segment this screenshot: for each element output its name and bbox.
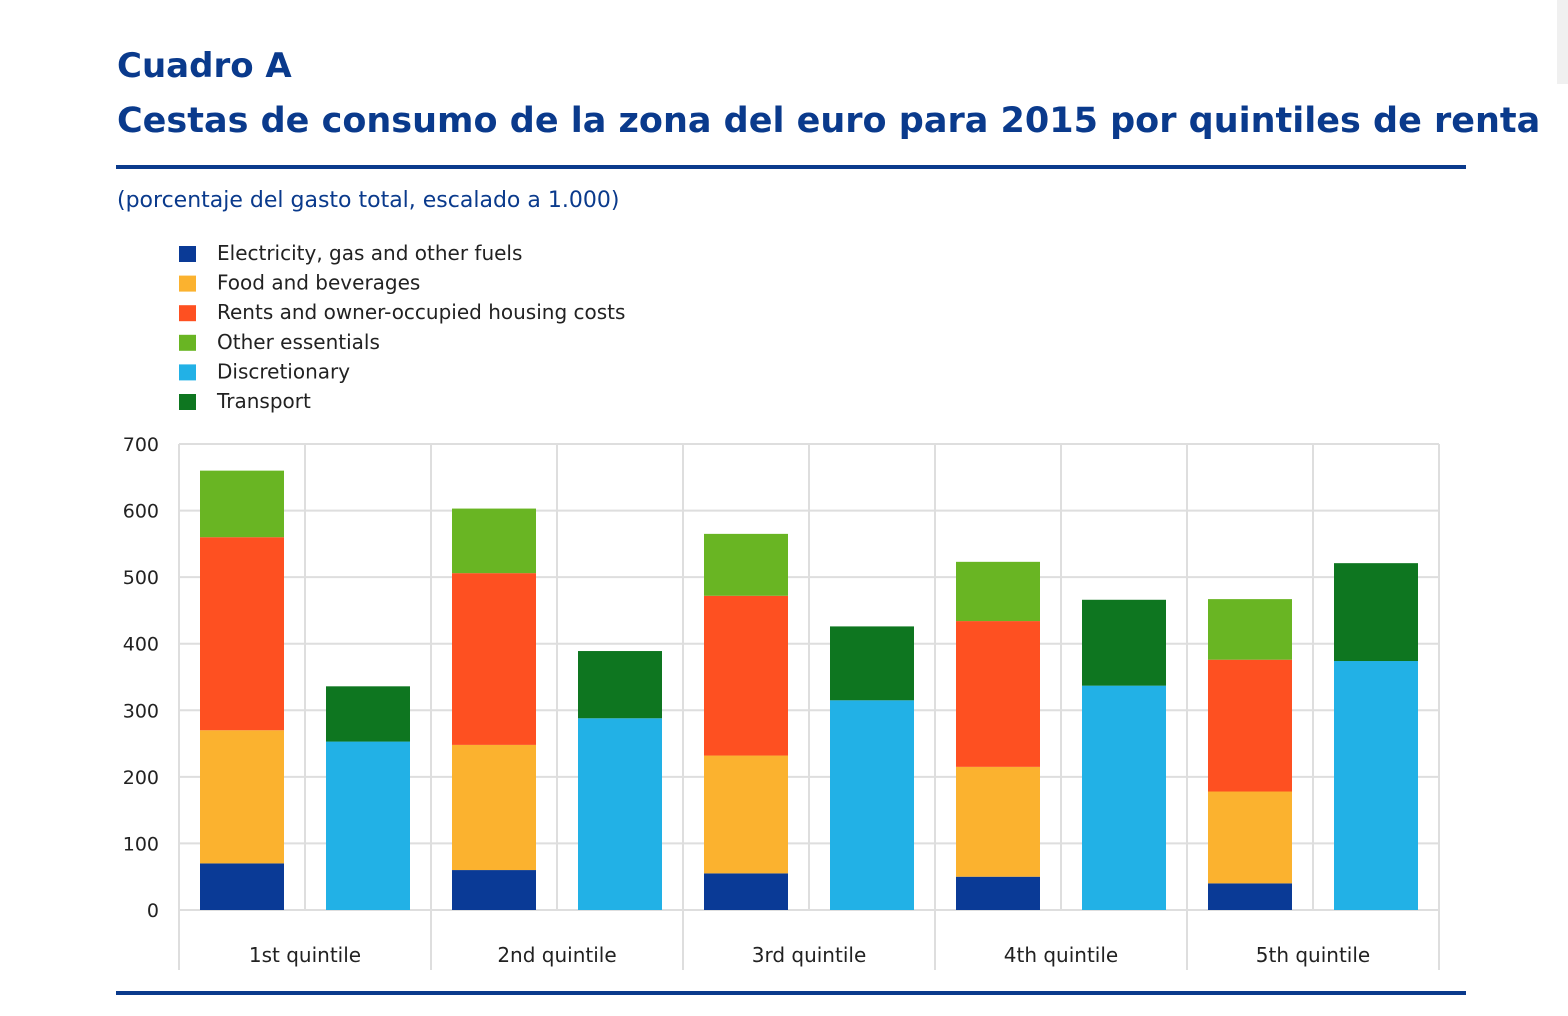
bar-other-q3	[704, 533, 788, 596]
bar-rents-q2	[452, 573, 536, 745]
legend-swatch-rents	[179, 305, 196, 322]
y-tick-label: 100	[123, 833, 159, 855]
bar-other-q2	[452, 508, 536, 574]
bar-transport-q4	[1082, 599, 1166, 686]
bar-discretionary-q3	[830, 700, 914, 910]
y-axis: 0 100 200 300 400 500 600 700	[123, 434, 159, 922]
bar-transport-q2	[578, 651, 662, 719]
legend-swatch-electricity	[179, 246, 196, 262]
y-tick-label: 0	[147, 900, 159, 922]
bar-other-q5	[1208, 599, 1292, 660]
bar-electricity-q3	[704, 873, 788, 910]
scrollbar[interactable]	[1557, 0, 1568, 84]
x-tick-label: 1st quintile	[249, 943, 361, 967]
x-axis: 1st quintile 2nd quintile 3rd quintile 4th …	[249, 943, 1370, 967]
y-tick-label: 200	[123, 767, 159, 789]
bar-rents-q1	[200, 537, 284, 731]
chart-legend: Electricity, gas and other fuels Food and…	[179, 241, 625, 413]
bar-food-q5	[1208, 791, 1292, 884]
bar-other-q1	[200, 470, 284, 538]
bar-rents-q5	[1208, 659, 1292, 792]
legend-label-electricity: Electricity, gas and other fuels	[217, 241, 522, 265]
legend-label-food: Food and beverages	[217, 271, 420, 295]
box-label: Cuadro A	[117, 46, 292, 86]
footer-divider	[116, 991, 1466, 995]
bar-electricity-q2	[452, 870, 536, 910]
bar-discretionary-q5	[1334, 661, 1418, 910]
x-tick-label: 2nd quintile	[497, 943, 616, 967]
bar-discretionary-q2	[578, 718, 662, 910]
bar-rents-q3	[704, 595, 788, 756]
legend-label-transport: Transport	[216, 389, 311, 413]
chart-title: Cestas de consumo de la zona del euro pa…	[117, 101, 1541, 141]
bar-food-q3	[704, 755, 788, 874]
bar-electricity-q1	[200, 863, 284, 910]
x-tick-label: 3rd quintile	[752, 943, 867, 967]
legend-swatch-transport	[179, 394, 196, 410]
legend-label-rents: Rents and owner-occupied housing costs	[217, 300, 625, 324]
legend-swatch-other	[179, 334, 196, 351]
legend-swatch-food	[179, 275, 196, 292]
bar-electricity-q5	[1208, 883, 1292, 910]
bar-transport-q1	[326, 686, 410, 742]
bar-series	[200, 470, 1418, 910]
bar-food-q2	[452, 744, 536, 871]
bar-electricity-q4	[956, 876, 1040, 910]
bar-discretionary-q1	[326, 741, 410, 910]
y-tick-label: 400	[123, 634, 159, 656]
y-tick-label: 500	[123, 567, 159, 589]
y-tick-label: 700	[123, 434, 159, 456]
legend-label-discretionary: Discretionary	[217, 359, 350, 383]
legend-label-other: Other essentials	[217, 330, 380, 354]
bar-food-q1	[200, 730, 284, 864]
y-tick-label: 600	[123, 501, 159, 523]
title-divider	[116, 165, 1466, 169]
bar-food-q4	[956, 766, 1040, 877]
legend-swatch-discretionary	[179, 364, 196, 381]
y-tick-label: 300	[123, 700, 159, 722]
bar-other-q4	[956, 561, 1040, 622]
chart-subtitle: (porcentaje del gasto total, escalado a …	[117, 188, 620, 213]
bar-transport-q3	[830, 626, 914, 701]
x-tick-label: 5th quintile	[1256, 943, 1370, 967]
bar-discretionary-q4	[1082, 685, 1166, 910]
x-tick-label: 4th quintile	[1004, 943, 1118, 967]
bar-transport-q5	[1334, 563, 1418, 662]
bar-rents-q4	[956, 621, 1040, 767]
